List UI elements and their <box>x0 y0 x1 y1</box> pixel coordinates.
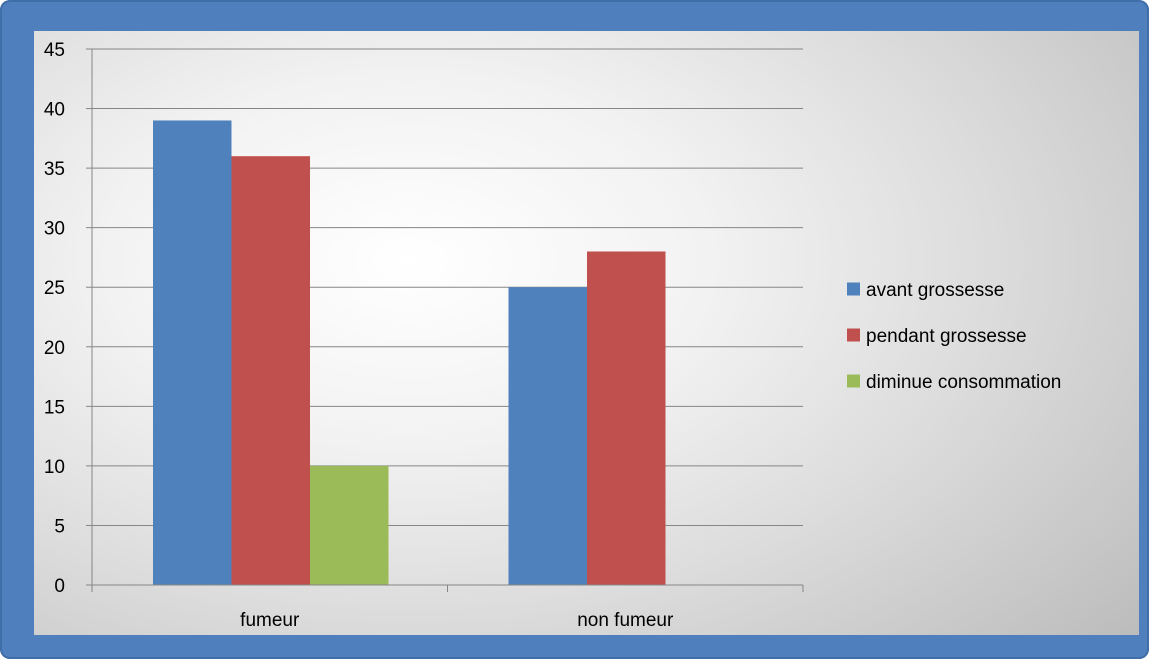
legend-label: diminue consommation <box>866 372 1061 393</box>
y-tick-label: 0 <box>54 576 65 597</box>
y-tick-label: 10 <box>44 457 65 478</box>
axes: 0 5 10 15 20 25 30 35 40 45 fumeur non fumeur <box>44 40 804 631</box>
bar-pendant <box>587 251 666 585</box>
x-tick-label: fumeur <box>240 610 300 631</box>
bar-avant <box>508 287 587 585</box>
legend-label: avant grossesse <box>866 280 1004 301</box>
bar-diminue <box>310 465 389 585</box>
y-tick-label: 15 <box>44 397 65 418</box>
bars <box>153 120 666 585</box>
y-tick-label: 5 <box>54 516 65 537</box>
y-tick-label: 30 <box>44 219 65 240</box>
legend-label: pendant grossesse <box>866 326 1027 347</box>
bar-avant <box>153 120 232 585</box>
y-tick-label: 35 <box>44 159 65 180</box>
legend-swatch <box>847 282 860 296</box>
bar-pendant <box>231 156 310 585</box>
legend-swatch <box>847 328 860 342</box>
y-tick-label: 25 <box>44 278 65 299</box>
y-tick-label: 45 <box>44 40 65 61</box>
legend-swatch <box>847 374 860 388</box>
y-tick-label: 40 <box>44 100 65 121</box>
y-tick-label: 20 <box>44 338 65 359</box>
legend: avant grossesse pendant grossesse diminue … <box>847 280 1061 393</box>
x-tick-label: non fumeur <box>577 610 674 631</box>
